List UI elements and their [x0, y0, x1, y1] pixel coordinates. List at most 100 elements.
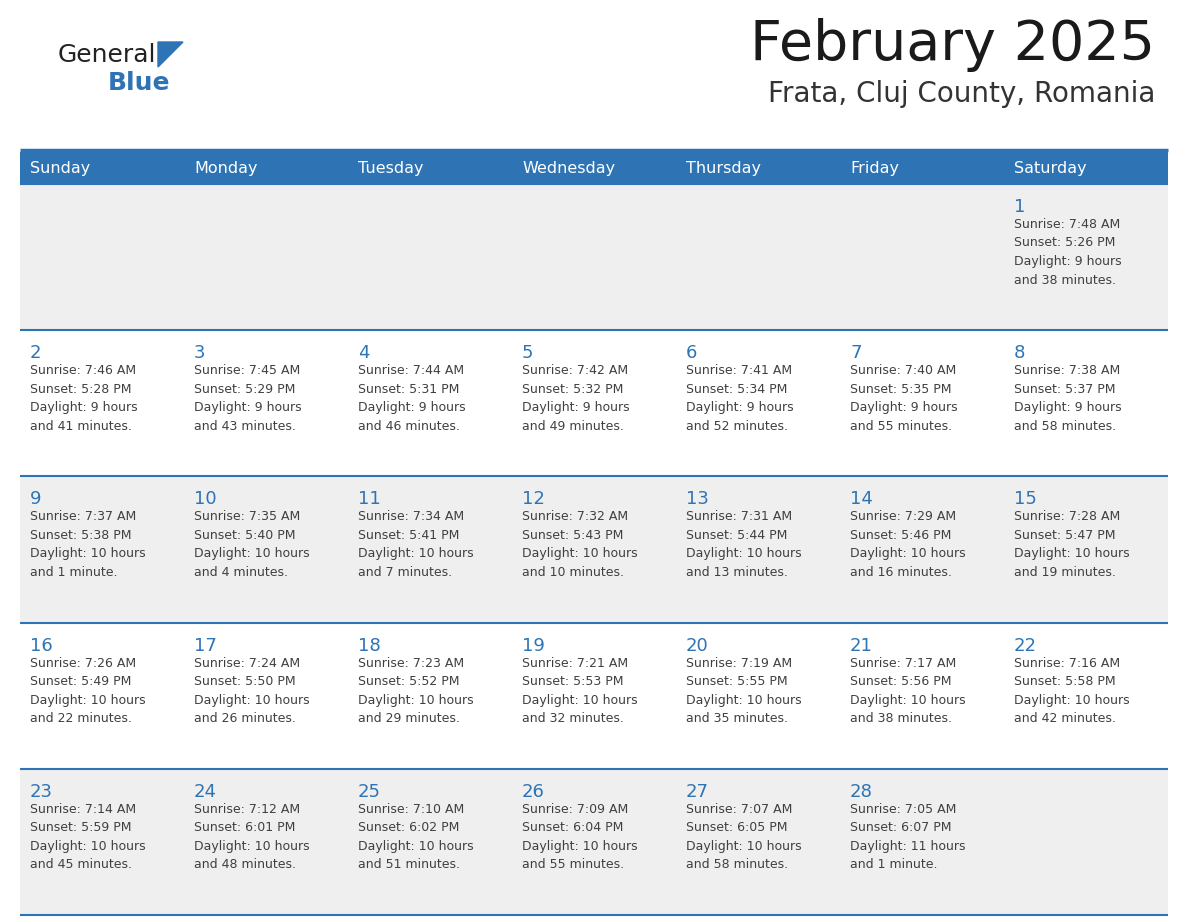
Text: Sunset: 5:50 PM: Sunset: 5:50 PM	[194, 675, 296, 688]
Text: 17: 17	[194, 636, 217, 655]
Text: Sunrise: 7:38 AM: Sunrise: 7:38 AM	[1015, 364, 1120, 377]
Text: Daylight: 9 hours: Daylight: 9 hours	[685, 401, 794, 414]
Polygon shape	[158, 42, 183, 67]
Text: Daylight: 10 hours: Daylight: 10 hours	[522, 694, 638, 707]
Text: Sunset: 5:44 PM: Sunset: 5:44 PM	[685, 529, 788, 542]
Text: Daylight: 10 hours: Daylight: 10 hours	[194, 840, 310, 853]
Text: Sunset: 5:49 PM: Sunset: 5:49 PM	[30, 675, 132, 688]
Text: Sunrise: 7:19 AM: Sunrise: 7:19 AM	[685, 656, 792, 669]
Text: 26: 26	[522, 783, 545, 800]
Text: Sunset: 5:59 PM: Sunset: 5:59 PM	[30, 822, 132, 834]
Text: and 29 minutes.: and 29 minutes.	[358, 712, 460, 725]
Text: Sunset: 6:05 PM: Sunset: 6:05 PM	[685, 822, 788, 834]
Text: and 38 minutes.: and 38 minutes.	[1015, 274, 1116, 286]
Text: Sunset: 5:28 PM: Sunset: 5:28 PM	[30, 383, 132, 396]
Text: Sunset: 6:07 PM: Sunset: 6:07 PM	[849, 822, 952, 834]
Text: and 26 minutes.: and 26 minutes.	[194, 712, 296, 725]
Text: and 22 minutes.: and 22 minutes.	[30, 712, 132, 725]
Text: 9: 9	[30, 490, 42, 509]
Text: Sunrise: 7:24 AM: Sunrise: 7:24 AM	[194, 656, 301, 669]
Text: Sunrise: 7:07 AM: Sunrise: 7:07 AM	[685, 803, 792, 816]
Text: and 4 minutes.: and 4 minutes.	[194, 565, 287, 579]
Text: 14: 14	[849, 490, 873, 509]
Text: Sunset: 6:01 PM: Sunset: 6:01 PM	[194, 822, 296, 834]
Text: 27: 27	[685, 783, 709, 800]
Text: and 7 minutes.: and 7 minutes.	[358, 565, 453, 579]
Text: Daylight: 10 hours: Daylight: 10 hours	[522, 547, 638, 560]
Text: Sunset: 5:32 PM: Sunset: 5:32 PM	[522, 383, 624, 396]
Text: 2: 2	[30, 344, 42, 363]
Text: and 58 minutes.: and 58 minutes.	[685, 858, 788, 871]
Text: and 10 minutes.: and 10 minutes.	[522, 565, 624, 579]
Text: 19: 19	[522, 636, 545, 655]
Bar	[20, 768, 1168, 915]
Text: 16: 16	[30, 636, 52, 655]
Text: Tuesday: Tuesday	[358, 161, 423, 175]
Bar	[20, 152, 1168, 184]
Bar	[20, 184, 1168, 330]
Text: 12: 12	[522, 490, 545, 509]
Text: Sunrise: 7:37 AM: Sunrise: 7:37 AM	[30, 510, 137, 523]
Text: and 51 minutes.: and 51 minutes.	[358, 858, 460, 871]
Text: Sunset: 5:40 PM: Sunset: 5:40 PM	[194, 529, 296, 542]
Text: 6: 6	[685, 344, 697, 363]
Text: Sunset: 5:46 PM: Sunset: 5:46 PM	[849, 529, 952, 542]
Text: Daylight: 10 hours: Daylight: 10 hours	[685, 547, 802, 560]
Text: 11: 11	[358, 490, 380, 509]
Text: Sunrise: 7:16 AM: Sunrise: 7:16 AM	[1015, 656, 1120, 669]
Text: Daylight: 10 hours: Daylight: 10 hours	[849, 547, 966, 560]
Text: Sunrise: 7:28 AM: Sunrise: 7:28 AM	[1015, 510, 1120, 523]
Bar	[20, 622, 1168, 768]
Text: and 38 minutes.: and 38 minutes.	[849, 712, 952, 725]
Text: Sunrise: 7:31 AM: Sunrise: 7:31 AM	[685, 510, 792, 523]
Text: Daylight: 10 hours: Daylight: 10 hours	[685, 694, 802, 707]
Text: Sunset: 5:58 PM: Sunset: 5:58 PM	[1015, 675, 1116, 688]
Text: 3: 3	[194, 344, 206, 363]
Text: and 35 minutes.: and 35 minutes.	[685, 712, 788, 725]
Text: Wednesday: Wednesday	[522, 161, 615, 175]
Text: Daylight: 10 hours: Daylight: 10 hours	[30, 694, 146, 707]
Text: and 42 minutes.: and 42 minutes.	[1015, 712, 1116, 725]
Text: Daylight: 10 hours: Daylight: 10 hours	[30, 840, 146, 853]
Text: 13: 13	[685, 490, 709, 509]
Text: 18: 18	[358, 636, 380, 655]
Bar	[20, 476, 1168, 622]
Text: and 1 minute.: and 1 minute.	[30, 565, 118, 579]
Text: Sunrise: 7:26 AM: Sunrise: 7:26 AM	[30, 656, 137, 669]
Text: Sunrise: 7:10 AM: Sunrise: 7:10 AM	[358, 803, 465, 816]
Text: Sunrise: 7:44 AM: Sunrise: 7:44 AM	[358, 364, 465, 377]
Text: Daylight: 10 hours: Daylight: 10 hours	[849, 694, 966, 707]
Text: 28: 28	[849, 783, 873, 800]
Text: Sunrise: 7:48 AM: Sunrise: 7:48 AM	[1015, 218, 1120, 231]
Text: Sunrise: 7:12 AM: Sunrise: 7:12 AM	[194, 803, 301, 816]
Text: Sunset: 5:56 PM: Sunset: 5:56 PM	[849, 675, 952, 688]
Text: and 32 minutes.: and 32 minutes.	[522, 712, 624, 725]
Text: Sunset: 5:38 PM: Sunset: 5:38 PM	[30, 529, 132, 542]
Text: Daylight: 9 hours: Daylight: 9 hours	[30, 401, 138, 414]
Text: Daylight: 10 hours: Daylight: 10 hours	[1015, 694, 1130, 707]
Text: and 43 minutes.: and 43 minutes.	[194, 420, 296, 432]
Text: and 58 minutes.: and 58 minutes.	[1015, 420, 1116, 432]
Text: Sunrise: 7:17 AM: Sunrise: 7:17 AM	[849, 656, 956, 669]
Text: 21: 21	[849, 636, 873, 655]
Text: Sunset: 5:52 PM: Sunset: 5:52 PM	[358, 675, 460, 688]
Text: Thursday: Thursday	[685, 161, 762, 175]
Text: February 2025: February 2025	[750, 18, 1155, 72]
Text: Friday: Friday	[849, 161, 899, 175]
Text: 4: 4	[358, 344, 369, 363]
Text: Daylight: 10 hours: Daylight: 10 hours	[30, 547, 146, 560]
Text: Sunset: 5:41 PM: Sunset: 5:41 PM	[358, 529, 460, 542]
Text: Daylight: 10 hours: Daylight: 10 hours	[194, 694, 310, 707]
Text: Sunrise: 7:42 AM: Sunrise: 7:42 AM	[522, 364, 628, 377]
Text: 24: 24	[194, 783, 217, 800]
Text: 23: 23	[30, 783, 53, 800]
Text: Sunrise: 7:14 AM: Sunrise: 7:14 AM	[30, 803, 137, 816]
Text: Saturday: Saturday	[1015, 161, 1087, 175]
Text: Sunset: 5:47 PM: Sunset: 5:47 PM	[1015, 529, 1116, 542]
Text: Daylight: 9 hours: Daylight: 9 hours	[358, 401, 466, 414]
Text: Daylight: 10 hours: Daylight: 10 hours	[194, 547, 310, 560]
Text: and 41 minutes.: and 41 minutes.	[30, 420, 132, 432]
Text: 15: 15	[1015, 490, 1037, 509]
Text: Daylight: 10 hours: Daylight: 10 hours	[358, 547, 474, 560]
Text: and 46 minutes.: and 46 minutes.	[358, 420, 460, 432]
